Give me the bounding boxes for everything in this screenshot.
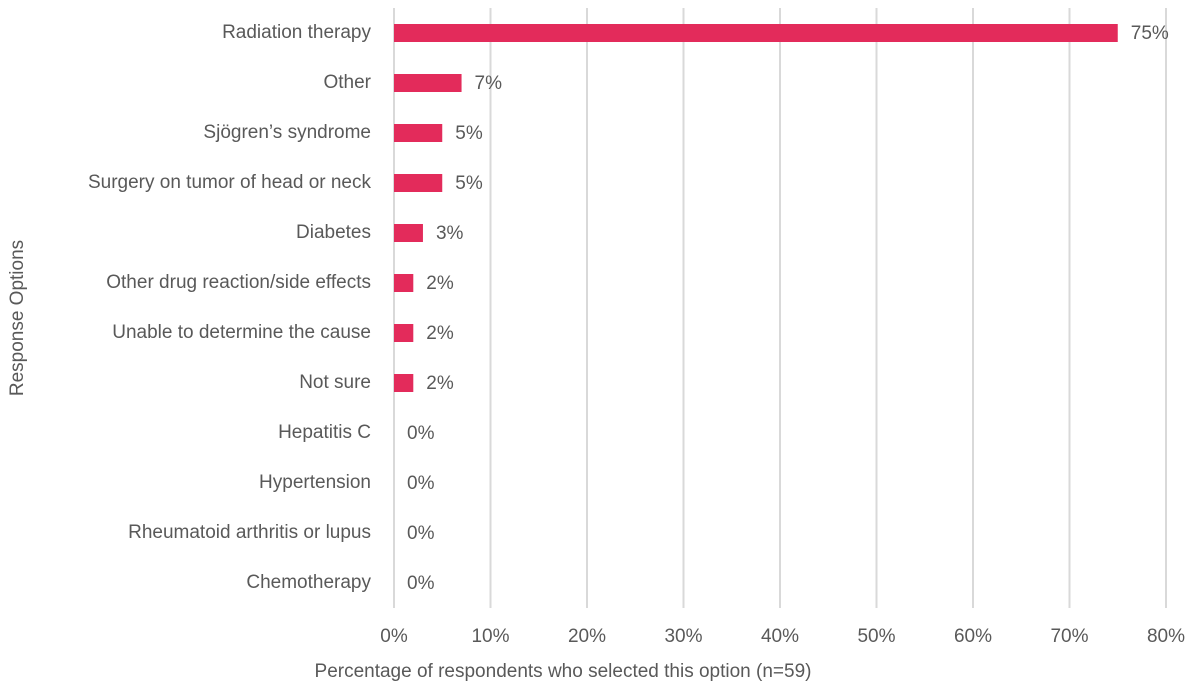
x-tick-label: 60%: [954, 626, 992, 647]
bar: [394, 274, 414, 292]
y-tick-label: Hypertension: [259, 472, 371, 493]
value-label: 3%: [436, 223, 464, 244]
y-tick-label: Unable to determine the cause: [112, 322, 371, 343]
y-tick-label: Chemotherapy: [246, 572, 371, 593]
bar: [394, 124, 443, 142]
value-label: 2%: [426, 323, 454, 344]
x-tick-label: 30%: [664, 626, 702, 647]
y-tick-label: Surgery on tumor of head or neck: [88, 172, 372, 193]
bar: [394, 374, 414, 392]
value-label: 75%: [1131, 23, 1169, 44]
value-label: 2%: [426, 373, 454, 394]
bar: [394, 174, 443, 192]
value-label: 0%: [407, 423, 435, 444]
x-tick-label: 50%: [857, 626, 895, 647]
value-label: 0%: [407, 473, 435, 494]
value-label: 5%: [455, 123, 483, 144]
y-tick-label: Rheumatoid arthritis or lupus: [128, 522, 371, 543]
value-label: 7%: [475, 73, 503, 94]
value-label: 5%: [455, 173, 483, 194]
x-tick-label: 10%: [471, 626, 509, 647]
bar: [394, 224, 423, 242]
x-tick-label: 40%: [761, 626, 799, 647]
x-tick-label: 0%: [380, 626, 408, 647]
x-axis-title: Percentage of respondents who selected t…: [315, 661, 812, 682]
y-tick-label: Radiation therapy: [222, 22, 371, 43]
x-tick-label: 80%: [1147, 626, 1185, 647]
bar: [394, 74, 462, 92]
x-tick-label: 20%: [568, 626, 606, 647]
y-tick-label: Hepatitis C: [278, 422, 371, 443]
x-tick-label: 70%: [1050, 626, 1088, 647]
bar: [394, 24, 1118, 42]
value-label: 2%: [426, 273, 454, 294]
y-tick-label: Diabetes: [296, 222, 371, 243]
y-tick-label: Sjögren’s syndrome: [203, 122, 371, 143]
value-label: 0%: [407, 523, 435, 544]
y-tick-label: Other: [323, 72, 371, 93]
bar: [394, 324, 414, 342]
y-tick-label: Other drug reaction/side effects: [106, 272, 371, 293]
y-tick-label: Not sure: [299, 372, 371, 393]
value-label: 0%: [407, 573, 435, 594]
y-axis-title: Response Options: [7, 240, 28, 396]
